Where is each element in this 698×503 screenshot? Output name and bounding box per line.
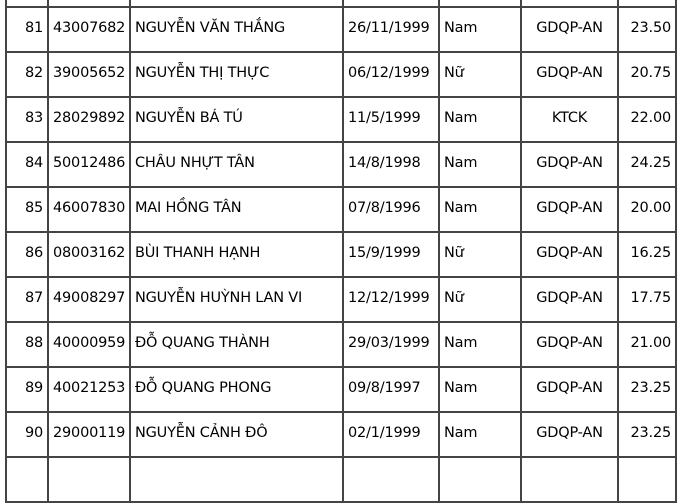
candidate-id-cell: 28029892 (47, 96, 131, 143)
full-name-cell: NGUYỄN HUỲNH LAN VI (129, 276, 344, 323)
table-row: 83 28029892 NGUYỄN BÁ TÚ 11/5/1999 Nam KTCK 22… (5, 96, 677, 143)
birth-date-cell: 02/1/1999 (342, 411, 440, 458)
gender-cell: Nam (438, 186, 522, 233)
full-name-cell: ĐỖ QUANG THÀNH (129, 321, 344, 368)
row-number-cell: 86 (5, 231, 49, 278)
candidate-id-cell: 50012486 (47, 141, 131, 188)
table-row: 82 39005652 NGUYỄN THỊ THỰC 06/12/1999 Nữ GDQ… (5, 51, 677, 98)
full-name-cell: CHÂU NHỰT TÂN (129, 141, 344, 188)
table-row: 89 40021253 ĐỖ QUANG PHONG 09/8/1997 Nam GDQP… (5, 366, 677, 413)
candidate-id-cell: 40000959 (47, 321, 131, 368)
gender-cell: Nam (438, 141, 522, 188)
birth-date-cell: 29/03/1999 (342, 321, 440, 368)
gender-cell: Nữ (438, 276, 522, 323)
row-number-cell: 82 (5, 51, 49, 98)
gender-cell: Nam (438, 366, 522, 413)
birth-date-cell: 12/12/1999 (342, 276, 440, 323)
row-number-cell: 83 (5, 96, 49, 143)
candidate-id-cell: 46007830 (47, 186, 131, 233)
results-table: 81 43007682 NGUYỄN VĂN THẮNG 26/11/1999 Nam G… (5, 0, 677, 503)
full-name-cell: ĐỖ QUANG PHONG (129, 366, 344, 413)
major-cell: KTCK (520, 96, 619, 143)
birth-date-cell: 06/12/1999 (342, 51, 440, 98)
table-row-partial-top (5, 0, 677, 8)
row-number-cell: 90 (5, 411, 49, 458)
results-table-container: 81 43007682 NGUYỄN VĂN THẮNG 26/11/1999 Nam G… (5, 0, 677, 503)
table-row: 84 50012486 CHÂU NHỰT TÂN 14/8/1998 Nam GDQP-… (5, 141, 677, 188)
candidate-id-cell: 39005652 (47, 51, 131, 98)
full-name-cell: BÙI THANH HẠNH (129, 231, 344, 278)
score-cell: 23.25 (617, 366, 677, 413)
candidate-id-cell: 43007682 (47, 6, 131, 53)
candidate-id-cell: 49008297 (47, 276, 131, 323)
score-cell: 23.50 (617, 6, 677, 53)
birth-date-cell: 11/5/1999 (342, 96, 440, 143)
table-row: 87 49008297 NGUYỄN HUỲNH LAN VI 12/12/1999 N… (5, 276, 677, 323)
major-cell: GDQP-AN (520, 231, 619, 278)
table-row: 88 40000959 ĐỖ QUANG THÀNH 29/03/1999 Nam GDQ… (5, 321, 677, 368)
candidate-id-cell: 40021253 (47, 366, 131, 413)
major-cell: GDQP-AN (520, 141, 619, 188)
table-row: 90 29000119 NGUYỄN CẢNH ĐÔ 02/1/1999 Nam GDQP… (5, 411, 677, 458)
gender-cell: Nam (438, 321, 522, 368)
row-number-cell: 85 (5, 186, 49, 233)
major-cell: GDQP-AN (520, 366, 619, 413)
major-cell: GDQP-AN (520, 6, 619, 53)
row-number-cell: 89 (5, 366, 49, 413)
major-cell: GDQP-AN (520, 411, 619, 458)
birth-date-cell: 26/11/1999 (342, 6, 440, 53)
birth-date-cell: 14/8/1998 (342, 141, 440, 188)
major-cell: GDQP-AN (520, 321, 619, 368)
score-cell: 17.75 (617, 276, 677, 323)
table-row: 86 08003162 BÙI THANH HẠNH 15/9/1999 Nữ GDQP-… (5, 231, 677, 278)
score-cell: 21.00 (617, 321, 677, 368)
score-cell: 20.00 (617, 186, 677, 233)
full-name-cell: NGUYỄN THỊ THỰC (129, 51, 344, 98)
candidate-id-cell: 29000119 (47, 411, 131, 458)
score-cell: 20.75 (617, 51, 677, 98)
birth-date-cell: 09/8/1997 (342, 366, 440, 413)
full-name-cell: NGUYỄN VĂN THẮNG (129, 6, 344, 53)
table-row-partial-bottom (5, 456, 677, 503)
gender-cell: Nam (438, 96, 522, 143)
birth-date-cell: 07/8/1996 (342, 186, 440, 233)
major-cell: GDQP-AN (520, 276, 619, 323)
gender-cell: Nữ (438, 51, 522, 98)
full-name-cell: NGUYỄN CẢNH ĐÔ (129, 411, 344, 458)
table-row: 85 46007830 MAI HỒNG TÂN 07/8/1996 Nam GDQP-A… (5, 186, 677, 233)
row-number-cell: 84 (5, 141, 49, 188)
row-number-cell: 87 (5, 276, 49, 323)
candidate-id-cell: 08003162 (47, 231, 131, 278)
full-name-cell: NGUYỄN BÁ TÚ (129, 96, 344, 143)
score-cell: 16.25 (617, 231, 677, 278)
gender-cell: Nam (438, 411, 522, 458)
score-cell: 24.25 (617, 141, 677, 188)
birth-date-cell: 15/9/1999 (342, 231, 440, 278)
score-cell: 23.25 (617, 411, 677, 458)
major-cell: GDQP-AN (520, 51, 619, 98)
table-row: 81 43007682 NGUYỄN VĂN THẮNG 26/11/1999 Nam G… (5, 6, 677, 53)
full-name-cell: MAI HỒNG TÂN (129, 186, 344, 233)
gender-cell: Nam (438, 6, 522, 53)
major-cell: GDQP-AN (520, 186, 619, 233)
row-number-cell: 81 (5, 6, 49, 53)
gender-cell: Nữ (438, 231, 522, 278)
score-cell: 22.00 (617, 96, 677, 143)
row-number-cell: 88 (5, 321, 49, 368)
